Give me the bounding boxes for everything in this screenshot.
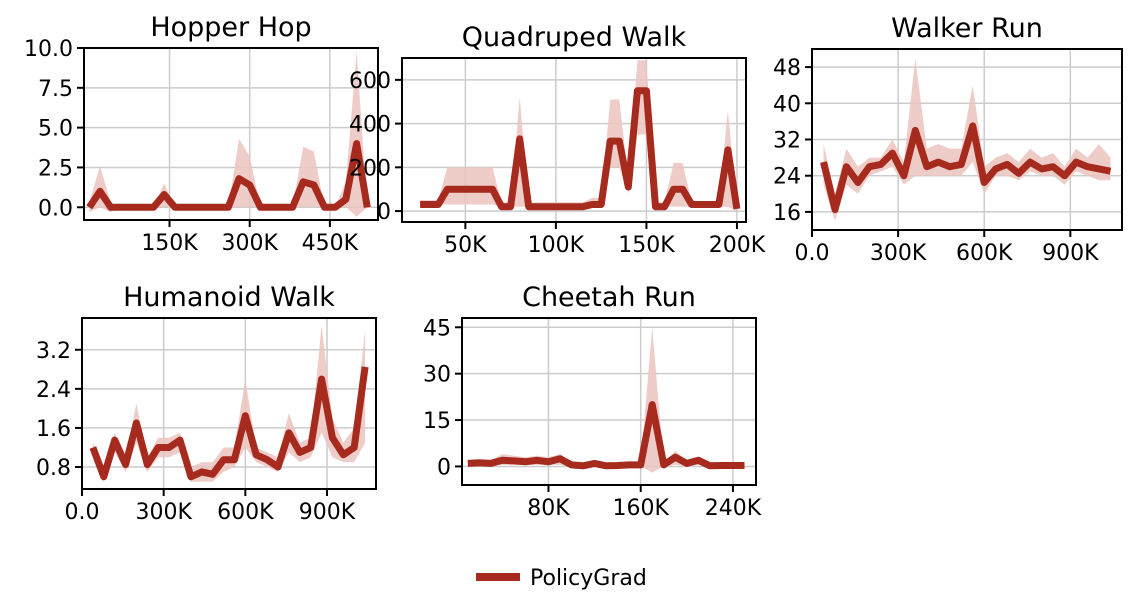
series-line [467, 401, 745, 470]
y-tick-label: 32 [773, 129, 801, 154]
series-band [467, 327, 745, 473]
panel-walker-run: Walker Run 0.0 300K 600K 900K 16 24 32 40 48 [773, 13, 1123, 266]
y-tick-label: 0.0 [38, 196, 73, 221]
y-tick-label: 16 [773, 201, 801, 226]
x-tick-label: 600K [956, 241, 1013, 266]
panel-title: Quadruped Walk [462, 22, 687, 53]
y-tick-label: 15 [423, 409, 451, 434]
x-tick-label: 900K [1042, 241, 1099, 266]
legend: PolicyGrad [476, 566, 647, 591]
axes-frame [81, 317, 377, 490]
y-tick-label: 48 [773, 56, 801, 81]
x-tick-label: 50K [444, 233, 487, 258]
y-tick-label: 45 [423, 316, 451, 341]
y-tick-label: 2.4 [36, 378, 71, 403]
panel-quadruped-walk: Quadruped Walk 50K 100K 150K 200K 0 200 400 600 [349, 22, 766, 258]
y-tick-label: 200 [349, 156, 391, 181]
panel-title: Humanoid Walk [123, 282, 335, 313]
x-tick-label: 0.0 [65, 500, 100, 525]
x-tick-label: 100K [528, 233, 585, 258]
y-tick-label: 5.0 [38, 117, 73, 142]
y-tick-label: 30 [423, 363, 451, 388]
series-line [89, 366, 369, 481]
panel-hopper-hop: Hopper Hop 150K 300K 450K 0.0 2.5 5.0 7.5 10.0 [24, 12, 379, 256]
axes-frame [401, 57, 747, 223]
series-line [86, 140, 371, 211]
axes-frame [83, 47, 379, 221]
panel-title: Walker Run [891, 13, 1043, 44]
x-tick-label: 600K [217, 500, 274, 525]
x-tick-label: 160K [612, 496, 669, 521]
legend-label: PolicyGrad [530, 566, 647, 591]
x-tick-label: 300K [221, 231, 278, 256]
y-tick-label: 600 [349, 69, 391, 94]
y-tick-label: 2.5 [38, 156, 73, 181]
y-tick-label: 1.6 [36, 417, 71, 442]
y-tick-label: 0.8 [36, 456, 71, 481]
series-band [89, 51, 368, 217]
x-tick-label: 300K [135, 500, 192, 525]
panel-title: Hopper Hop [150, 12, 311, 43]
panel-title: Cheetah Run [522, 282, 696, 313]
series-line [420, 87, 741, 211]
x-tick-label: 200K [709, 233, 766, 258]
y-tick-label: 0 [377, 200, 391, 225]
x-tick-label: 150K [141, 231, 198, 256]
y-tick-label: 0 [437, 455, 451, 480]
x-tick-label: 240K [705, 496, 762, 521]
x-tick-label: 300K [870, 241, 927, 266]
panel-humanoid-walk: Humanoid Walk 0.0 300K 600K 900K 0.8 1.6 2.4 3.2 [36, 282, 377, 525]
y-tick-label: 40 [773, 92, 801, 117]
axes-frame [461, 317, 757, 486]
y-tick-label: 24 [773, 165, 801, 190]
y-tick-label: 400 [349, 113, 391, 138]
panels-container: Hopper Hop 150K 300K 450K 0.0 2.5 5.0 7.5 10.0 Qu… [24, 12, 1123, 525]
panel-cheetah-run: Cheetah Run 80K 160K 240K 0 15 30 45 [423, 282, 762, 521]
x-tick-label: 150K [618, 233, 675, 258]
series-band [420, 60, 737, 212]
y-tick-label: 3.2 [36, 339, 71, 364]
x-tick-label: 450K [302, 231, 359, 256]
x-tick-label: 80K [527, 496, 570, 521]
x-tick-label: 900K [299, 500, 356, 525]
series-line [820, 122, 1112, 214]
y-tick-label: 7.5 [38, 77, 73, 102]
y-tick-label: 10.0 [24, 37, 73, 62]
x-tick-label: 0.0 [795, 241, 830, 266]
